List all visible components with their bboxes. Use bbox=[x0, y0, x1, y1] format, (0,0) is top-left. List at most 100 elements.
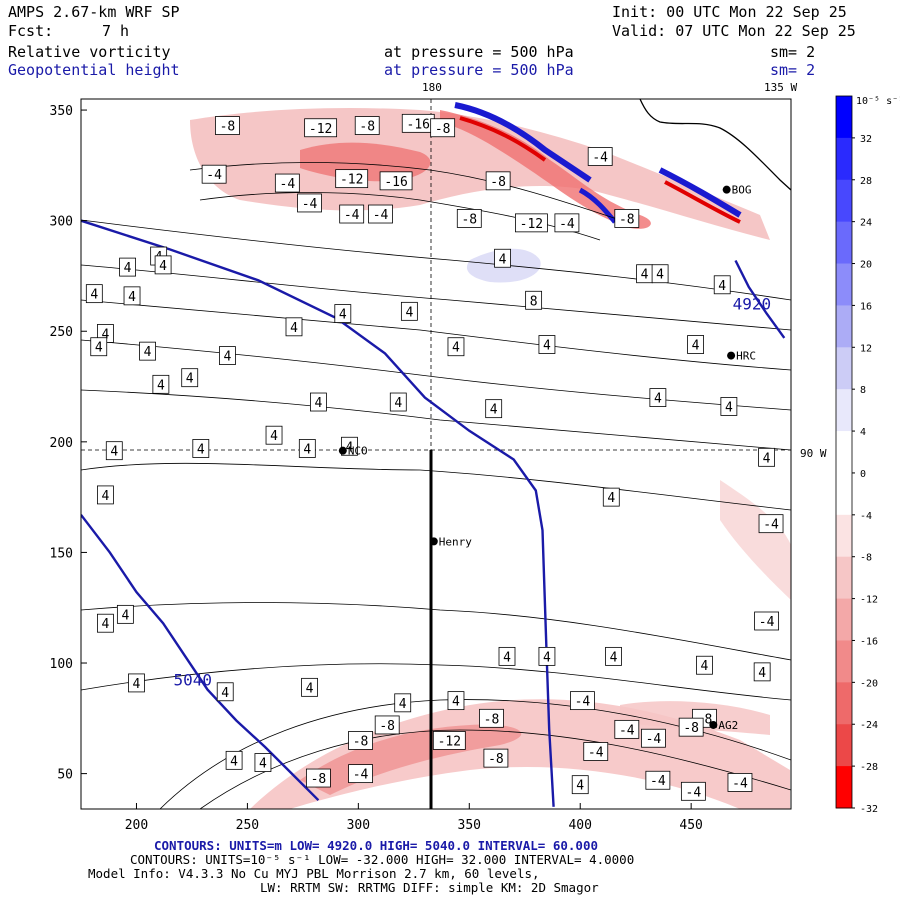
vorticity-label-box bbox=[154, 255, 172, 275]
colorbar-frame bbox=[835, 95, 853, 809]
vorticity-label: -4 bbox=[587, 147, 613, 166]
colorbar-tick-label: 12 bbox=[860, 343, 872, 354]
vorticity-label: -4 bbox=[614, 719, 640, 739]
vorticity-label: -4 bbox=[348, 764, 373, 784]
vorticity-label-box bbox=[758, 447, 775, 467]
colorbar-segment bbox=[836, 514, 852, 558]
vorticity-label-box bbox=[554, 213, 580, 233]
vorticity-label-text: -4 bbox=[575, 695, 591, 710]
vorticity-label-text: 4 bbox=[101, 617, 109, 632]
vorticity-label-text: -16 bbox=[407, 117, 430, 132]
vorticity-label-text: 4 bbox=[452, 695, 460, 710]
lon-label-90w: 90 W bbox=[800, 447, 827, 460]
vorticity-label: -4 bbox=[297, 193, 322, 213]
colorbar-tick-label: 20 bbox=[860, 260, 872, 271]
vorticity-label-text: -8 bbox=[379, 719, 395, 734]
vorticity-label-box bbox=[254, 753, 272, 772]
vorticity-label-text: -4 bbox=[373, 208, 389, 223]
vorticity-label-box bbox=[645, 770, 671, 790]
vorticity-label-text: -4 bbox=[588, 745, 604, 760]
valid-time: Valid: 07 UTC Mon 22 Sep 25 bbox=[612, 22, 856, 40]
vorticity-label-text: 4 bbox=[124, 261, 132, 276]
station-label: AG2 bbox=[718, 719, 738, 732]
colorbar-segment bbox=[836, 556, 852, 600]
vorticity-label-text: 4 bbox=[692, 339, 700, 354]
vorticity-label: 4 bbox=[105, 441, 123, 461]
vorticity-label: -4 bbox=[339, 204, 365, 224]
x-tick-label: 300 bbox=[347, 818, 370, 833]
vorticity-label-text: -8 bbox=[311, 772, 327, 787]
vorticity-label: 4 bbox=[254, 753, 272, 772]
vorticity-label: 4 bbox=[602, 487, 620, 507]
vorticity-label-text: -4 bbox=[759, 615, 775, 630]
vorticity-label: 4 bbox=[651, 264, 669, 284]
vorticity-label-text: 4 bbox=[101, 327, 109, 342]
vorticity-label-box bbox=[758, 514, 784, 534]
vorticity-label-text: 4 bbox=[763, 451, 771, 466]
vorticity-label: 4 bbox=[219, 346, 236, 365]
vorticity-label: -4 bbox=[727, 773, 753, 792]
station-label: Henry bbox=[439, 535, 472, 548]
colorbar-segment bbox=[836, 598, 852, 641]
colorbar-segment bbox=[836, 263, 852, 306]
vorticity-label-text: 4 bbox=[346, 440, 354, 455]
colorbar-tick-label: -4 bbox=[860, 511, 872, 522]
vorticity-label: 4 bbox=[389, 392, 407, 412]
neg-vorticity-east bbox=[720, 480, 791, 600]
station-label: NCO bbox=[348, 445, 368, 458]
vorticity-label: 4 bbox=[485, 399, 503, 419]
vorticity-label-box bbox=[128, 673, 145, 693]
vorticity-label-box bbox=[192, 439, 210, 458]
field1-smoothing: sm= 2 bbox=[770, 43, 816, 61]
colorbar-tick-label: 4 bbox=[860, 427, 866, 438]
field2-name: Geopotential height bbox=[8, 61, 180, 79]
vorticity-label-box bbox=[641, 728, 666, 748]
vorticity-label-box bbox=[374, 715, 400, 735]
vorticity-label-text: -12 bbox=[438, 734, 461, 749]
vorticity-label: 4 bbox=[687, 335, 704, 354]
vorticity-label-box bbox=[605, 646, 622, 666]
model-title: AMPS 2.67-km WRF SP bbox=[8, 3, 180, 21]
vorticity-label-text: 4 bbox=[224, 350, 232, 365]
vorticity-label: 8 bbox=[525, 290, 543, 310]
vorticity-label-box bbox=[116, 604, 134, 624]
vorticity-label: -16 bbox=[379, 171, 413, 191]
y-tick-label: 50 bbox=[57, 768, 73, 783]
vorticity-label: 4 bbox=[116, 604, 134, 624]
vorticity-label-box bbox=[219, 346, 236, 365]
vorticity-label-text: -4 bbox=[650, 774, 666, 789]
x-tick-label: 450 bbox=[679, 818, 702, 833]
vorticity-label: 4 bbox=[636, 264, 653, 284]
vorticity-label-box bbox=[753, 662, 771, 682]
x-tick-label: 250 bbox=[236, 818, 259, 833]
colorbar-tick-label: -8 bbox=[860, 553, 872, 564]
vorticity-label-box bbox=[687, 335, 704, 354]
x-tick-label: 200 bbox=[125, 818, 148, 833]
vorticity-label-box bbox=[354, 116, 380, 135]
vorticity-label: -8 bbox=[306, 768, 331, 788]
vorticity-label-text: -8 bbox=[484, 712, 500, 727]
vorticity-label-box bbox=[587, 147, 613, 166]
coastal-strip-blue-mid bbox=[578, 187, 617, 224]
vorticity-label-box bbox=[400, 301, 418, 321]
vorticity-label: -8 bbox=[456, 209, 482, 228]
station-label: BOG bbox=[732, 184, 752, 197]
vorticity-label-text: 4 bbox=[303, 442, 311, 457]
vorticity-label-box bbox=[696, 655, 713, 675]
y-tick-label: 300 bbox=[50, 215, 73, 230]
vorticity-label-box bbox=[298, 439, 316, 458]
vorticity-label-text: 4 bbox=[221, 686, 229, 701]
vorticity-label-text: 4 bbox=[725, 400, 733, 415]
vorticity-label: -8 bbox=[215, 116, 240, 135]
vorticity-label: 4 bbox=[447, 337, 465, 357]
colorbar-tick-label: -12 bbox=[860, 595, 878, 606]
vorticity-label: -4 bbox=[758, 514, 784, 534]
colorbar-segment bbox=[836, 221, 852, 265]
station-marker bbox=[727, 351, 736, 360]
vorticity-label-text: -4 bbox=[353, 768, 369, 783]
vorticity-label-box bbox=[713, 275, 731, 295]
vorticity-label: -4 bbox=[201, 164, 227, 184]
vorticity-label-text: 4 bbox=[701, 659, 709, 674]
vorticity-label: 4 bbox=[181, 368, 199, 388]
